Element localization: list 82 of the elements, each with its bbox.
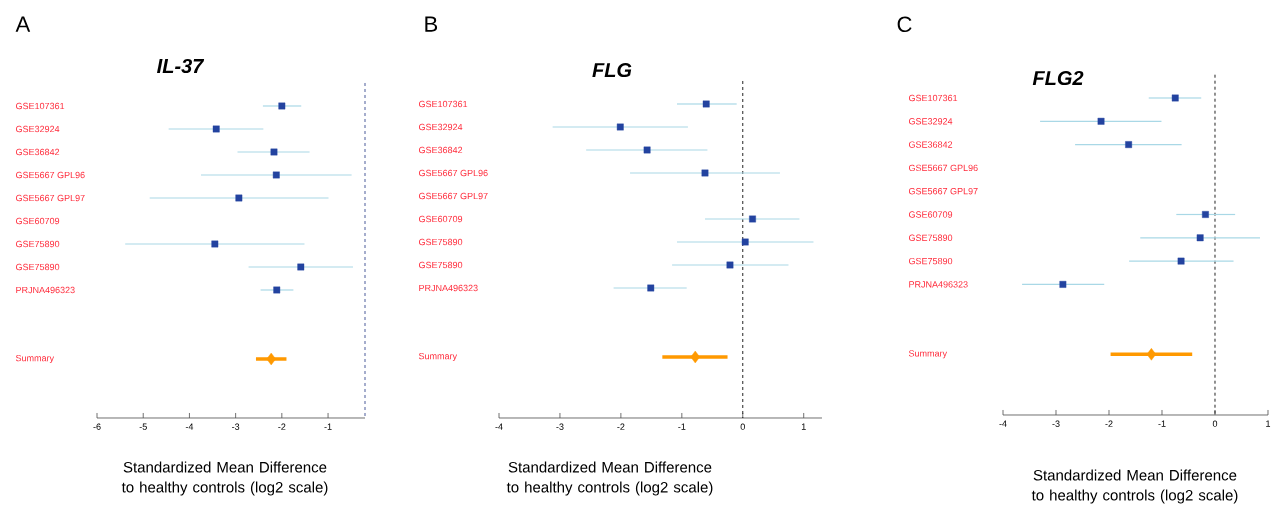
point: [235, 194, 243, 202]
x-axis-title: Standardized Mean Difference to healthy controls (log2 scale): [121, 461, 328, 496]
point: [297, 263, 305, 271]
x-axis-title: Standardized Mean Difference to healthy controls (log2 scale): [506, 461, 713, 496]
y-tick-label: GSE75890: [419, 238, 463, 246]
y-tick-label: GSE36842: [16, 148, 60, 156]
x-tick-label: 1: [1266, 420, 1271, 427]
y-tick-label: GSE5667 GPL96: [16, 171, 85, 179]
y-tick-label: PRJNA496323: [419, 284, 478, 292]
point: [1097, 117, 1105, 125]
x-tick-label: -1: [324, 423, 332, 430]
point: [1177, 257, 1185, 265]
y-tick-label: GSE60709: [16, 217, 60, 225]
point: [690, 350, 700, 364]
point: [211, 240, 219, 248]
point: [273, 286, 281, 294]
x-tick-label: -1: [678, 423, 686, 430]
x-tick-label: -4: [185, 423, 194, 430]
point: [1059, 280, 1067, 288]
y-tick-label: PRJNA496323: [16, 286, 75, 294]
point: [702, 100, 710, 108]
point: [272, 171, 280, 179]
point: [1202, 211, 1209, 218]
y-tick-label: GSE5667 GPL97: [908, 188, 978, 195]
y-tick-label: Summary: [15, 354, 55, 364]
y-tick-label: GSE32924: [419, 123, 463, 131]
x-tick-label: -3: [1052, 420, 1060, 427]
y-tick-label: GSE32924: [908, 118, 953, 125]
point: [1196, 234, 1204, 242]
point: [212, 125, 220, 133]
y-tick-label: GSE75890: [16, 263, 60, 271]
y-tick-label: GSE107361: [419, 100, 468, 108]
point: [647, 284, 655, 292]
chart-title: FLG: [592, 62, 632, 78]
y-tick-label: GSE107361: [16, 102, 65, 110]
y-tick-label: GSE5667 GPL97: [16, 194, 85, 202]
x-tick-label: -4: [495, 423, 503, 430]
x-tick-label: 0: [740, 423, 745, 430]
x-tick-label: -2: [278, 423, 286, 430]
chart-title: IL-37: [157, 58, 205, 74]
x-tick-label: 0: [1212, 420, 1218, 427]
y-tick-label: GSE36842: [419, 146, 463, 154]
y-tick-label: GSE36842: [908, 141, 953, 148]
x-tick-label: 1: [801, 423, 806, 430]
point: [278, 102, 286, 110]
point: [266, 352, 276, 366]
point: [701, 169, 709, 177]
y-tick-label: PRJNA496323: [909, 281, 968, 288]
y-tick-label: Summary: [908, 350, 948, 359]
y-tick-label: GSE5667 GPL96: [908, 164, 978, 172]
point: [616, 123, 624, 131]
y-tick-label: GSE75890: [908, 234, 953, 241]
point: [749, 215, 756, 223]
text: A: [15, 16, 31, 32]
x-tick-label: -6: [93, 423, 101, 430]
y-tick-label: GSE5667 GPL96: [419, 169, 488, 177]
point: [741, 238, 749, 246]
point: [270, 148, 278, 156]
x-tick-label: -2: [1105, 420, 1113, 427]
x-tick-label: -2: [617, 423, 625, 430]
y-tick-label: GSE107361: [908, 94, 958, 102]
y-tick-label: GSE5667 GPL97: [419, 192, 488, 200]
y-tick-label: Summary: [418, 352, 458, 362]
text: C: [897, 16, 912, 33]
y-tick-label: GSE60709: [908, 211, 953, 218]
x-tick-label: -4: [999, 420, 1007, 427]
text: B: [425, 16, 438, 32]
y-tick-label: GSE75890: [16, 240, 60, 248]
x-tick-label: -3: [232, 423, 240, 430]
point: [1125, 141, 1133, 148]
point: [1171, 94, 1179, 102]
x-tick-label: -5: [139, 423, 147, 430]
y-tick-label: GSE60709: [419, 215, 463, 223]
y-tick-label: GSE75890: [908, 257, 953, 265]
x-tick-label: -3: [556, 423, 564, 430]
x-tick-label: -1: [1158, 420, 1166, 427]
chart-title: FLG2: [1032, 70, 1084, 86]
x-axis-title: Standardized Mean Difference to healthy controls (log2 scale): [1031, 469, 1238, 504]
point: [726, 261, 734, 269]
point: [643, 146, 651, 154]
y-tick-label: GSE75890: [419, 261, 463, 269]
y-tick-label: GSE32924: [16, 125, 60, 133]
